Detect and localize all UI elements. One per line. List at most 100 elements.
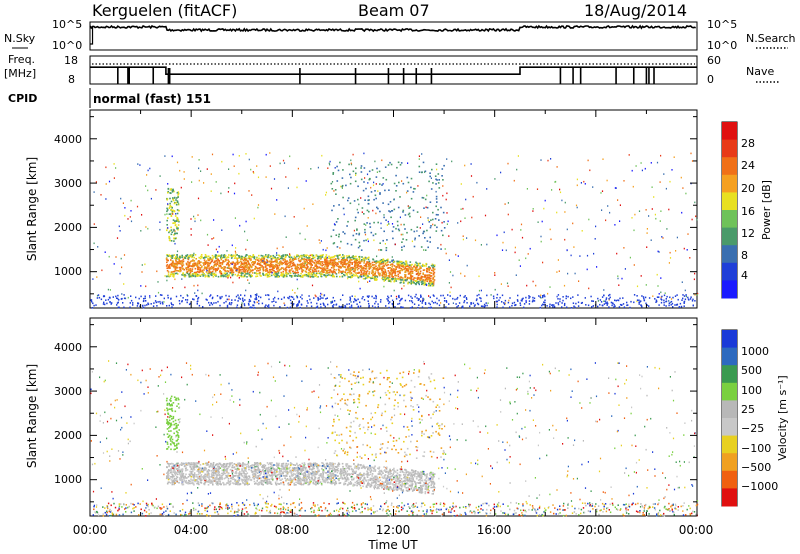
power-data-pt-793 bbox=[390, 270, 393, 273]
power-data-pt-3742 bbox=[299, 296, 302, 298]
power-data-pt-1202 bbox=[301, 271, 304, 273]
power-data-pt-2462 bbox=[377, 207, 379, 210]
power-data-pt-1883 bbox=[292, 259, 295, 261]
power-data-pt-2769 bbox=[170, 229, 173, 231]
power-data-pt-1696 bbox=[278, 269, 281, 272]
power-data-pt-3059 bbox=[636, 300, 638, 303]
vel-data-pt-555 bbox=[166, 475, 168, 477]
power-data-pt-2582 bbox=[392, 226, 395, 228]
power-data-pt-2155 bbox=[175, 260, 177, 262]
power-data-pt-1612 bbox=[294, 258, 296, 260]
power-data-pt-4135 bbox=[561, 302, 563, 304]
power-data-pt-3166 bbox=[471, 216, 473, 219]
power-data-pt-2118 bbox=[276, 266, 279, 268]
power-data-pt-4006 bbox=[459, 294, 461, 297]
power-data-pt-2976 bbox=[226, 250, 228, 252]
power-data-pt-1756 bbox=[248, 258, 251, 260]
power-data-pt-2803 bbox=[271, 271, 273, 274]
power-data-pt-90 bbox=[174, 263, 177, 266]
power-data-pt-3792 bbox=[277, 297, 280, 300]
power-data-pt-4074 bbox=[614, 299, 616, 302]
vel-data-pt-418 bbox=[294, 473, 297, 476]
power-data-pt-2613 bbox=[410, 177, 413, 180]
power-data-pt-3973 bbox=[621, 304, 623, 306]
power-data-pt-3743 bbox=[509, 306, 511, 308]
power-data-pt-1557 bbox=[198, 256, 200, 259]
power-data-pt-524 bbox=[368, 264, 370, 267]
power-data-pt-1143 bbox=[258, 262, 260, 265]
power-data-pt-3781 bbox=[574, 306, 576, 309]
power-data-pt-2706 bbox=[170, 200, 173, 203]
power-data-pt-2182 bbox=[315, 270, 318, 273]
power-data-pt-475 bbox=[278, 264, 281, 267]
power-data-pt-1104 bbox=[314, 265, 316, 267]
power-data-pt-1751 bbox=[354, 262, 356, 265]
power-data-pt-3069 bbox=[687, 233, 689, 235]
power-data-pt-3052 bbox=[381, 159, 383, 162]
power-data-pt-3474 bbox=[665, 305, 667, 307]
power-data-pt-1974 bbox=[336, 265, 339, 267]
power-data-pt-2291 bbox=[273, 272, 276, 274]
power-data-pt-3926 bbox=[572, 296, 574, 298]
power-data-pt-1985 bbox=[329, 263, 331, 266]
power-data-pt-2913 bbox=[646, 232, 648, 234]
vel-data-pt-528 bbox=[354, 484, 356, 486]
power-data-pt-2490 bbox=[357, 211, 359, 214]
power-data-pt-3697 bbox=[374, 306, 376, 309]
power-data-pt-2248 bbox=[352, 257, 355, 260]
power-data-pt-3996 bbox=[123, 294, 125, 296]
power-data-pt-636 bbox=[370, 265, 372, 267]
power-data-pt-4125 bbox=[211, 303, 214, 306]
power-data-pt-3848 bbox=[198, 304, 201, 307]
power-data-pt-3127 bbox=[95, 181, 97, 183]
power-data-pt-1573 bbox=[313, 262, 316, 265]
power-data-pt-2770 bbox=[174, 237, 177, 240]
vel-data-pt-125 bbox=[301, 465, 304, 468]
power-data-pt-1970 bbox=[425, 278, 428, 280]
power-data-pt-3500 bbox=[400, 306, 402, 308]
power-data-pt-2460 bbox=[410, 186, 412, 189]
power-data-pt-966 bbox=[269, 256, 271, 259]
power-data-pt-3141 bbox=[326, 256, 328, 259]
power-data-pt-3860 bbox=[226, 304, 229, 307]
power-data-pt-3812 bbox=[608, 294, 610, 297]
power-data-pt-3635 bbox=[496, 306, 498, 308]
power-data-pt-2517 bbox=[428, 180, 430, 183]
power-data-pt-3330 bbox=[511, 228, 513, 231]
power-data-pt-1276 bbox=[312, 269, 314, 271]
power-data-pt-3545 bbox=[658, 304, 660, 306]
power-data-pt-3034 bbox=[96, 294, 99, 297]
vel-data-pt-329 bbox=[202, 478, 205, 480]
power-data-pt-2123 bbox=[364, 268, 367, 270]
power-data-pt-3255 bbox=[435, 190, 437, 193]
power-data-pt-1055 bbox=[414, 263, 416, 266]
power-data-pt-1782 bbox=[262, 261, 264, 263]
power-data-pt-160 bbox=[411, 267, 414, 269]
power-data-pt-3419 bbox=[551, 189, 553, 191]
power-data-pt-1233 bbox=[347, 261, 350, 264]
power-data-pt-1919 bbox=[218, 254, 221, 257]
power-data-pt-3317 bbox=[122, 202, 124, 204]
power-data-pt-2309 bbox=[432, 267, 435, 270]
power-data-pt-2367 bbox=[427, 274, 430, 277]
power-data-pt-3290 bbox=[309, 276, 311, 278]
power-data-pt-388 bbox=[204, 263, 207, 265]
power-data-pt-2271 bbox=[227, 275, 230, 278]
power-data-pt-3344 bbox=[173, 229, 175, 231]
power-data-pt-1011 bbox=[246, 254, 248, 256]
power-data-pt-3282 bbox=[293, 216, 295, 218]
power-data-pt-1917 bbox=[191, 268, 194, 270]
power-data-pt-3172 bbox=[517, 155, 519, 157]
power-data-pt-3937 bbox=[672, 296, 674, 299]
freq-tick-top: 18 bbox=[64, 54, 78, 67]
power-data-pt-3342 bbox=[433, 283, 435, 285]
power-data-pt-3850 bbox=[357, 306, 360, 309]
power-data-pt-4028 bbox=[193, 298, 195, 301]
power-data-pt-3297 bbox=[651, 186, 653, 188]
power-data-pt-4123 bbox=[648, 305, 650, 307]
nsky-trace bbox=[89, 24, 697, 45]
power-data-pt-3003 bbox=[694, 272, 696, 275]
power-data-pt-1306 bbox=[315, 265, 318, 268]
power-data-pt-1914 bbox=[354, 269, 356, 271]
power-data-pt-3496 bbox=[618, 306, 621, 308]
